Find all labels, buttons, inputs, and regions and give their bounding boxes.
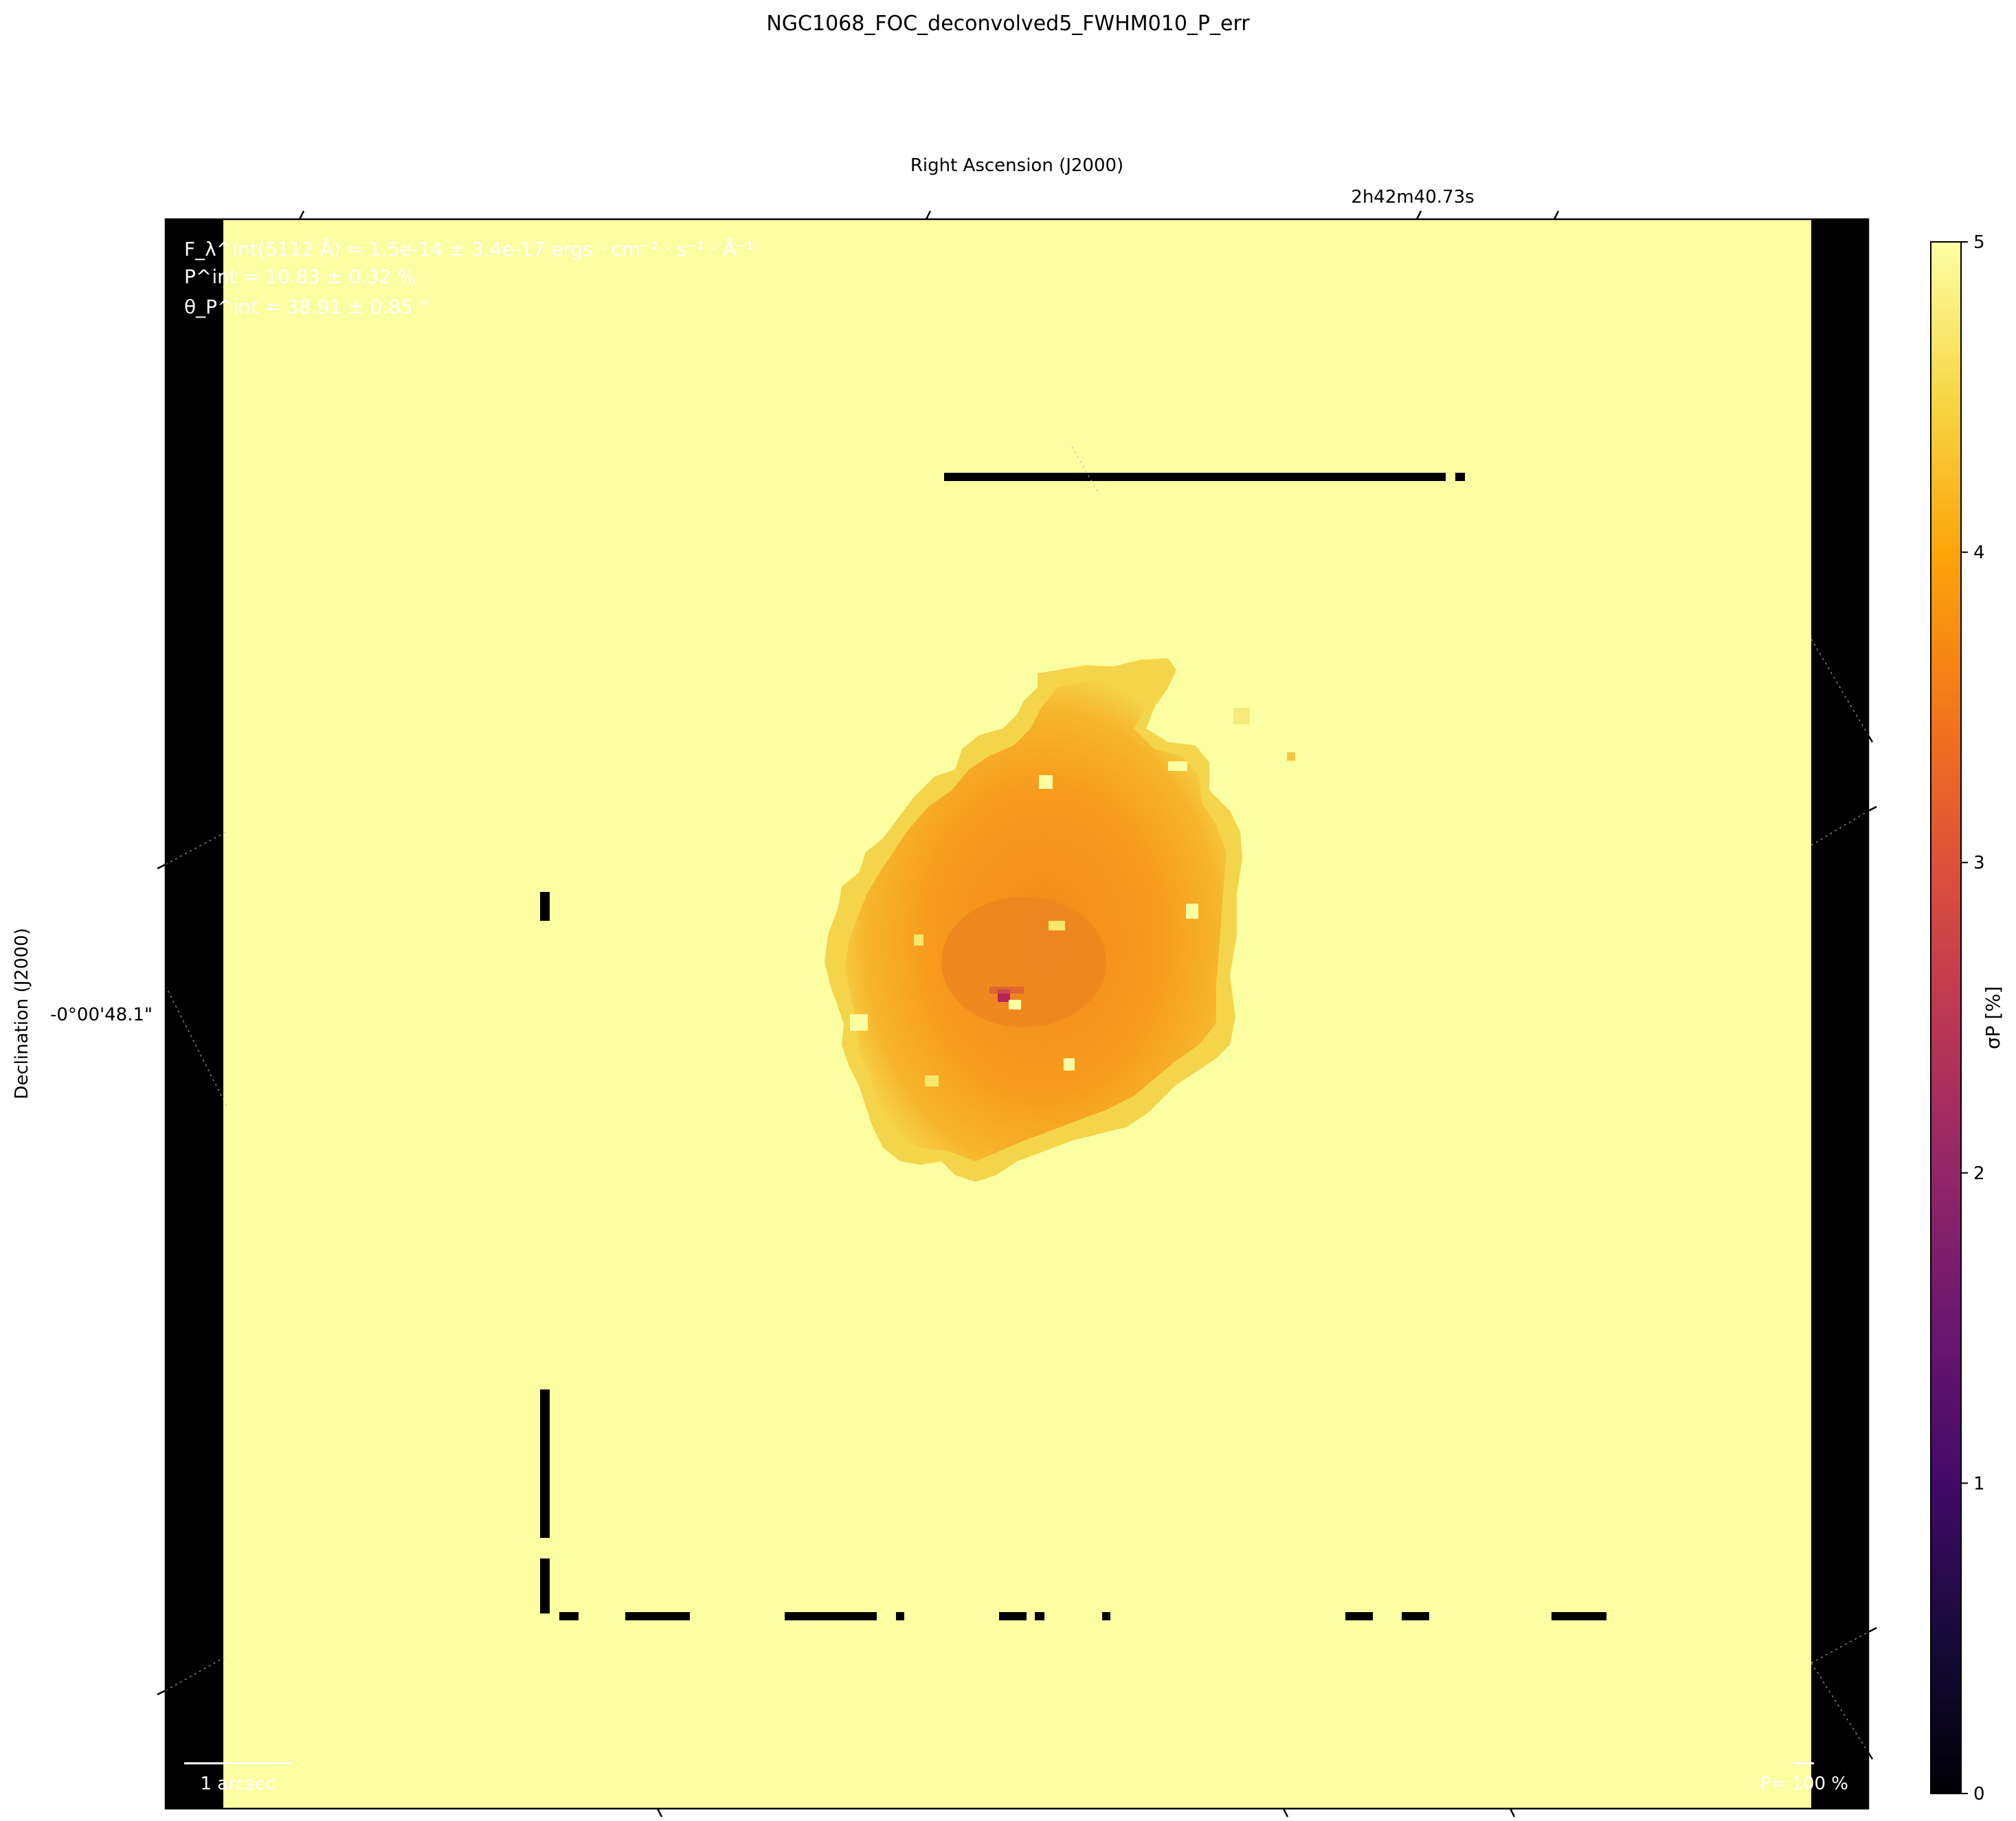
pixel <box>1233 708 1250 724</box>
colorbar <box>1930 241 1962 1794</box>
colorbar-tick-label: 4 <box>1973 543 1985 563</box>
mask-band <box>559 1612 579 1620</box>
blank-right <box>1811 219 1868 1809</box>
plot-frame <box>164 218 1870 1810</box>
mask-band <box>1035 1612 1044 1620</box>
blank-left <box>166 219 223 1809</box>
mask-band <box>999 1612 1027 1620</box>
mask-band <box>944 473 1446 481</box>
pixel <box>1064 1058 1075 1071</box>
pixel <box>1009 1000 1021 1009</box>
mask-band <box>540 892 550 921</box>
x-tick-label: 2h42m40.73s <box>1351 187 1474 208</box>
pixel <box>1186 904 1198 919</box>
mask-band <box>1552 1612 1606 1620</box>
x-axis-label: Right Ascension (J2000) <box>910 155 1123 176</box>
coordinate-grid <box>166 446 1868 1753</box>
pixel <box>925 1075 939 1086</box>
source-core <box>941 897 1106 1027</box>
pixel <box>1039 775 1053 789</box>
annotation-flux: F_λ^int(5112 Å) = 1.5e-14 ± 3.4e-17 ergs… <box>184 237 754 260</box>
mask-band <box>625 1612 690 1620</box>
pixel <box>914 935 923 946</box>
annotation-pol-degree: P^int = 10.83 ± 0.32 % <box>184 265 416 288</box>
colorbar-tick-label: 0 <box>1973 1784 1985 1805</box>
mask-band <box>785 1612 877 1620</box>
pixel <box>1168 761 1187 771</box>
colorbar-tick-label: 2 <box>1973 1163 1985 1184</box>
pixel <box>850 1014 868 1031</box>
frame-ticks <box>157 210 1877 1818</box>
y-tick-label: -0°00'48.1" <box>50 1005 153 1025</box>
mask-band <box>1102 1612 1110 1620</box>
colorbar-tick-label: 5 <box>1973 232 1985 253</box>
colorbar-tick-label: 1 <box>1973 1473 1985 1494</box>
vector-scale-label: P= 100 % <box>1760 1774 1848 1794</box>
mask-band <box>896 1612 904 1620</box>
pixel <box>1287 752 1295 761</box>
y-axis-label: Declination (J2000) <box>12 928 32 1099</box>
pixel <box>1049 921 1065 930</box>
mask-band <box>1345 1612 1373 1620</box>
source-center-halo <box>989 987 1024 994</box>
scalebar-label: 1 arcsec <box>201 1774 276 1794</box>
mask-band <box>540 1389 550 1538</box>
mask-band <box>540 1559 550 1613</box>
annotation-pol-angle: θ_P^int = 38.91 ± 0.85 ° <box>184 295 429 318</box>
heatmap-image <box>166 219 1868 1809</box>
mask-band <box>1455 473 1465 481</box>
colorbar-ticks: 0 1 2 3 4 5 <box>1961 232 1985 1805</box>
colorbar-label: σP [%] <box>1982 986 2004 1049</box>
colorbar-tick-label: 3 <box>1973 853 1985 873</box>
chart-title: NGC1068_FOC_deconvolved5_FWHM010_P_err <box>766 12 1250 36</box>
mask-band <box>1402 1612 1429 1620</box>
